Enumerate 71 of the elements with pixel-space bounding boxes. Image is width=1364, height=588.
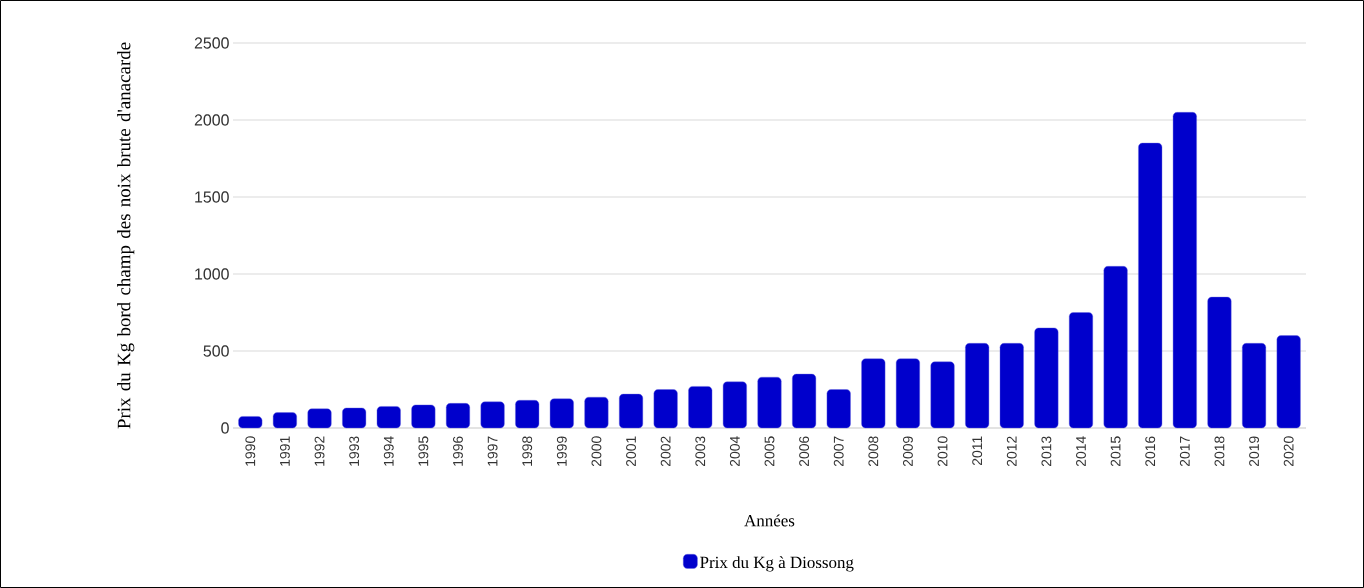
bar	[999, 343, 1024, 429]
x-tick-label: 2017	[1179, 436, 1190, 467]
x-tick-label: 2019	[1249, 436, 1259, 467]
x-tick-label: 2014	[1076, 436, 1086, 467]
bar	[1034, 327, 1059, 429]
bar	[792, 373, 817, 429]
bar	[722, 381, 747, 429]
x-tick-label: 1999	[556, 436, 567, 466]
y-axis-title: Prix du Kg bord champ des noix brute d'anacarde	[117, 42, 135, 429]
bar	[895, 358, 920, 429]
bar	[1242, 343, 1267, 429]
bar	[1138, 142, 1163, 429]
x-tick-label: 2012	[1006, 436, 1017, 467]
bar	[930, 361, 955, 429]
bar	[1172, 112, 1197, 429]
x-tick-label: 2002	[660, 436, 671, 467]
bar	[515, 400, 540, 429]
bar	[1276, 335, 1301, 429]
bar	[584, 397, 609, 429]
x-tick-label: 2008	[868, 436, 879, 467]
x-tick-label: 1992	[314, 436, 325, 466]
bar	[653, 389, 678, 429]
x-tick-label: 2013	[1041, 436, 1052, 467]
bar	[1207, 296, 1232, 429]
y-tick-label: 0	[221, 422, 229, 434]
bar	[342, 407, 367, 429]
x-tick-label: 1997	[487, 436, 498, 466]
x-tick-label: 2011	[972, 436, 983, 466]
x-axis-title: Années	[744, 514, 795, 527]
x-tick-label: 2009	[902, 436, 913, 467]
x-tick-label: 1995	[418, 436, 429, 466]
y-tick-label: 2500	[194, 37, 229, 49]
bar	[446, 403, 470, 429]
x-tick-label: 2015	[1110, 436, 1121, 467]
x-tick-label: 2004	[729, 436, 740, 467]
x-tick-label: 2020	[1283, 436, 1294, 467]
x-tick-label: 1990	[245, 436, 256, 466]
x-tick-label: 1996	[453, 436, 463, 466]
x-tick-label: 2010	[937, 436, 948, 467]
x-tick-label: 2005	[764, 436, 775, 467]
y-tick-label: 500	[203, 345, 229, 357]
x-tick-label: 2003	[695, 436, 706, 467]
x-tick-label: 1994	[383, 436, 394, 466]
y-tick-label: 2000	[194, 114, 229, 126]
bar	[238, 416, 263, 429]
bar	[757, 376, 782, 429]
x-tick-label: 1998	[522, 436, 533, 466]
x-tick-label: 2016	[1145, 436, 1156, 467]
x-tick-label: 2001	[626, 436, 636, 467]
bar	[307, 408, 332, 429]
bar	[965, 343, 990, 429]
y-tick-label: 1500	[195, 191, 229, 203]
legend-label: Prix du Kg à Diossong	[700, 556, 854, 572]
bar	[861, 358, 886, 429]
bar	[619, 393, 643, 429]
x-tick-label: 1993	[349, 436, 360, 466]
x-tick-label: 2000	[591, 436, 602, 467]
bar	[688, 386, 713, 429]
bar	[826, 389, 851, 429]
x-tick-label: 2007	[833, 436, 844, 467]
y-tick-label: 1000	[195, 268, 229, 280]
bar	[1103, 266, 1128, 429]
bar	[549, 398, 574, 429]
x-tick-label: 2018	[1214, 436, 1225, 467]
bar	[411, 404, 436, 429]
bar	[1069, 312, 1093, 429]
bar	[272, 412, 297, 429]
x-tick-label: 2006	[799, 436, 810, 467]
bar	[376, 406, 401, 429]
bar	[480, 401, 505, 429]
x-tick-label: 1991	[279, 436, 290, 466]
